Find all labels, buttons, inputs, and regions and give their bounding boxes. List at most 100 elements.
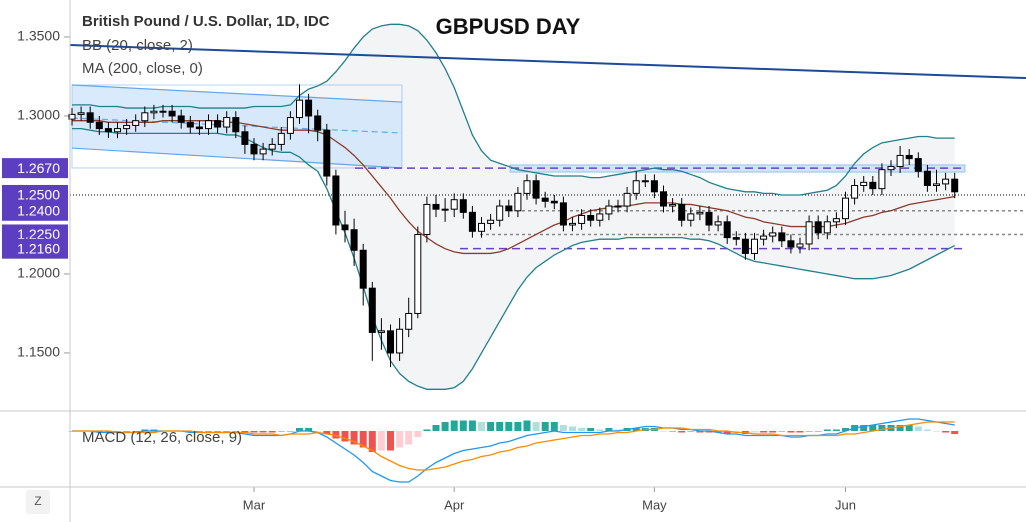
candle-body xyxy=(823,221,831,234)
macd-hist-bar xyxy=(769,431,777,433)
macd-hist-bar xyxy=(714,431,722,433)
candle-body xyxy=(323,129,331,177)
candle-body xyxy=(578,215,586,224)
macd-hist-bar xyxy=(632,428,640,431)
chart-title: GBPUSD DAY xyxy=(436,14,581,39)
macd-hist-bar xyxy=(205,431,212,432)
candle-body xyxy=(77,112,85,115)
candle-body xyxy=(377,330,385,333)
macd-hist-bar xyxy=(805,431,813,432)
macd-hist-bar xyxy=(705,431,713,433)
candle-body xyxy=(223,117,231,128)
candle-body xyxy=(942,178,950,185)
candle-body xyxy=(268,143,276,150)
macd-hist-bar xyxy=(104,431,112,433)
candle-body xyxy=(541,197,549,202)
legend-bb: BB (20, close, 2) xyxy=(82,37,193,54)
macd-hist-bar xyxy=(323,431,331,434)
x-tick-label: Mar xyxy=(243,497,266,512)
candle-body xyxy=(86,112,94,123)
legend-symbol: British Pound / U.S. Dollar, 1D, IDC xyxy=(82,13,330,30)
candle-body xyxy=(104,128,112,133)
macd-hist-bar xyxy=(268,431,276,433)
level-box xyxy=(2,238,68,259)
candle-body xyxy=(332,175,340,226)
level-box xyxy=(2,158,68,179)
y-tick-label: 1.3000 xyxy=(17,107,60,123)
candle-body xyxy=(660,191,667,207)
candle-body xyxy=(95,121,103,130)
level-label: 1.2160 xyxy=(17,240,60,256)
candle-body xyxy=(723,221,731,239)
level-label: 1.2670 xyxy=(17,160,60,176)
macd-hist-bar xyxy=(186,431,194,433)
macd-hist-bar xyxy=(587,428,595,431)
macd-hist-bar xyxy=(614,429,622,431)
macd-hist-bar xyxy=(569,426,576,431)
candle-body xyxy=(760,235,768,240)
candle-body xyxy=(650,180,658,193)
candle-body xyxy=(714,221,722,226)
candle-body xyxy=(68,113,76,120)
candle-body xyxy=(478,222,485,232)
candle-body xyxy=(869,181,877,190)
candle-body xyxy=(277,132,285,145)
candle-body xyxy=(887,166,895,171)
macd-hist-bar xyxy=(396,431,404,448)
channel-lower xyxy=(71,147,403,169)
macd-hist-bar xyxy=(487,422,495,431)
macd-hist-bar xyxy=(678,431,686,433)
macd-hist-bar xyxy=(368,431,376,452)
macd-hist-bar xyxy=(314,431,322,432)
signal-line xyxy=(72,421,955,471)
candle-body xyxy=(259,148,267,155)
candle-body xyxy=(896,154,904,168)
candle-body xyxy=(705,211,713,226)
candle-body xyxy=(669,203,677,207)
candle-body xyxy=(532,180,540,199)
zoom-button[interactable] xyxy=(26,490,50,514)
candle-body xyxy=(641,180,649,183)
candle-body xyxy=(842,197,849,220)
candle-body xyxy=(569,222,576,226)
macd-hist-bar xyxy=(359,431,367,448)
candle-body xyxy=(550,200,558,204)
candle-body xyxy=(405,312,413,330)
macd-hist-bar xyxy=(942,431,950,433)
candle-body xyxy=(596,213,604,221)
y-tick-label: 1.3500 xyxy=(17,28,60,44)
candle-body xyxy=(614,205,622,208)
macd-hist-bar xyxy=(405,431,413,445)
candle-body xyxy=(851,184,859,199)
level-box xyxy=(2,184,68,205)
macd-hist-bar xyxy=(532,422,540,431)
candle-body xyxy=(132,120,140,126)
candle-body xyxy=(860,181,868,186)
candle-body xyxy=(605,205,613,215)
candle-body xyxy=(914,158,922,172)
macd-hist-bar xyxy=(505,422,513,431)
zoom-button-label[interactable]: Z xyxy=(34,494,41,508)
candle-body xyxy=(368,287,376,333)
candle-body xyxy=(387,330,394,354)
candle-body xyxy=(923,170,931,186)
level-label: 1.2500 xyxy=(17,187,60,203)
macd-hist-bar xyxy=(760,431,768,433)
candle-body xyxy=(195,126,203,130)
macd-hist-bar xyxy=(296,428,303,431)
macd-hist-bar xyxy=(432,425,440,431)
macd-hist-bar xyxy=(696,431,704,433)
candle-body xyxy=(587,215,595,221)
candle-body xyxy=(459,199,467,213)
candle-body xyxy=(214,120,222,128)
level-label: 1.2400 xyxy=(17,202,60,218)
macd-hist-bar xyxy=(559,425,567,431)
candle-body xyxy=(150,110,158,114)
macd-hist-bar xyxy=(923,429,931,431)
candle-body xyxy=(141,112,149,122)
macd-hist-bar xyxy=(796,431,804,433)
macd-hist-bar xyxy=(423,429,431,431)
macd-hist-bar xyxy=(541,422,549,431)
macd-hist-bar xyxy=(660,431,667,432)
candle-body xyxy=(951,178,959,193)
